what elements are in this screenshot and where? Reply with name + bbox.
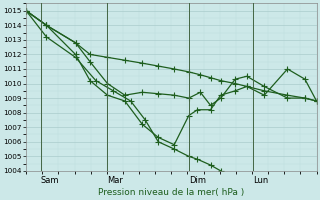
X-axis label: Pression niveau de la mer( hPa ): Pression niveau de la mer( hPa ) bbox=[98, 188, 244, 197]
